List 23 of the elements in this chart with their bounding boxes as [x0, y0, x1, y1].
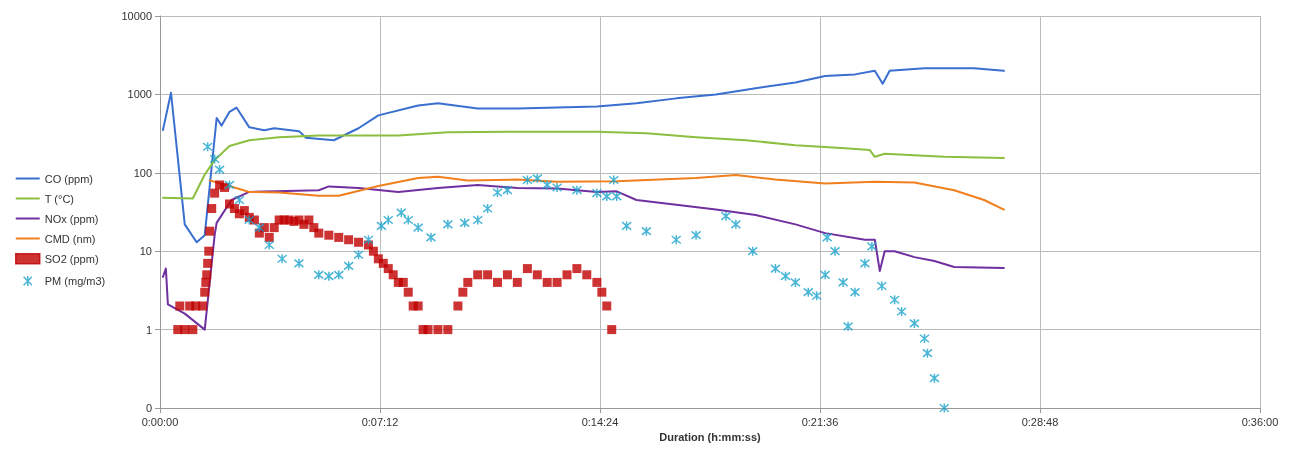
line-series [208, 173, 1005, 211]
y-tick-label: 1000 [127, 88, 152, 101]
line-series [161, 183, 1005, 331]
x-tick-label: 0:14:24 [581, 415, 619, 428]
y-tick-label: 10 [139, 245, 152, 258]
x-tick-label: 0:21:36 [801, 415, 839, 428]
legend-label: PM (mg/m3) [44, 275, 106, 287]
x-tick-label: 0:28:48 [1021, 415, 1059, 428]
x-tick-label: 0:07:12 [361, 415, 399, 428]
legend-label: SO2 (ppm) [44, 252, 99, 265]
legend-label: T (°C) [44, 192, 74, 205]
x-axis-title: Duration (h:mm:ss) [659, 431, 762, 444]
line-series [161, 130, 1005, 200]
y-tick-label: 1 [145, 323, 152, 336]
line-series [161, 67, 1005, 244]
x-tick-label: 0:00:00 [141, 415, 179, 428]
legend-label: CMD (nm) [44, 232, 96, 245]
legend-label: CO (ppm) [44, 172, 94, 185]
legend-label: NOx (ppm) [44, 212, 99, 225]
y-tick-label: 0 [145, 402, 152, 414]
y-tick-label: 10000 [121, 10, 152, 22]
x-tick-label: 0:36:00 [1241, 415, 1279, 428]
y-tick-label: 100 [133, 166, 152, 179]
